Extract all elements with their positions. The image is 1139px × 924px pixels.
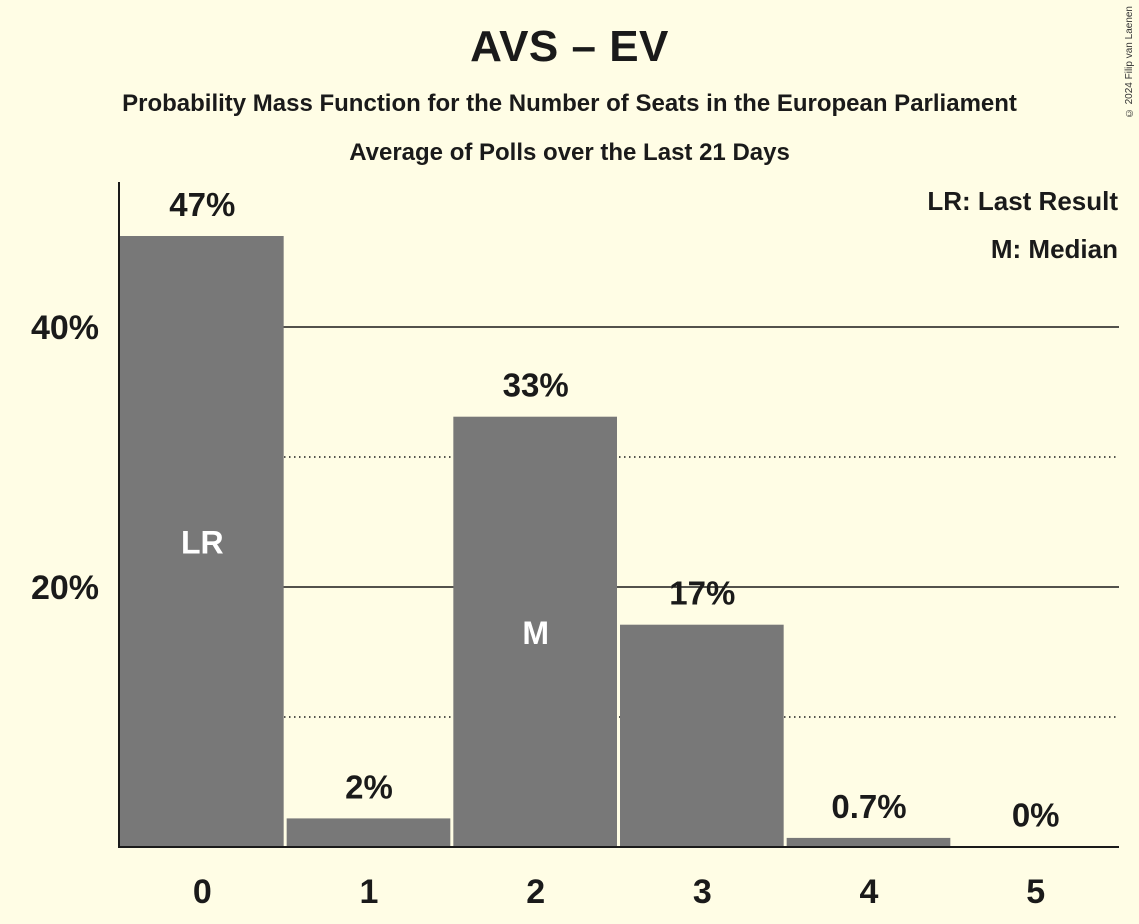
chart-subtitle-polls: Average of Polls over the Last 21 Days	[349, 139, 790, 166]
x-tick-label: 4	[860, 873, 879, 911]
chart-subtitle: Probability Mass Function for the Number…	[122, 90, 1017, 117]
chart-title: AVS – EV	[470, 22, 669, 71]
x-tick-label: 0	[193, 873, 212, 911]
bar-value-label: 47%	[169, 186, 235, 223]
bar	[286, 818, 451, 847]
bar-value-label: 0.7%	[831, 788, 906, 825]
bar	[453, 416, 617, 847]
bar-annotation-label: M	[522, 615, 549, 651]
x-tick-label: 1	[360, 873, 379, 911]
bar-value-label: 33%	[503, 367, 569, 404]
bar-value-label: 2%	[345, 768, 393, 805]
x-tick-label: 3	[693, 873, 712, 911]
x-tick-label: 2	[526, 873, 545, 911]
bar-annotation-label: LR	[181, 525, 224, 561]
y-tick-label: 20%	[31, 569, 99, 607]
y-tick-label: 40%	[31, 309, 99, 347]
legend-entry: M: Median	[991, 234, 1118, 264]
bar	[620, 624, 784, 847]
bar-value-label: 0%	[1012, 796, 1060, 833]
bar	[786, 837, 951, 847]
legend-entry: LR: Last Result	[927, 186, 1118, 216]
x-tick-label: 5	[1026, 873, 1045, 911]
bar-value-label: 17%	[669, 575, 735, 612]
bar	[120, 236, 284, 847]
